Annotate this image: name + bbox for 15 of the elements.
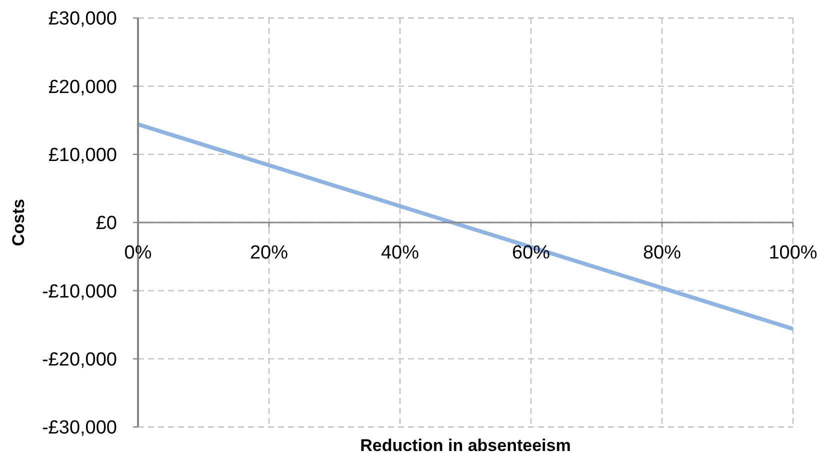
y-tick-label: £10,000 [48,145,117,166]
x-tick-label: 100% [768,242,818,263]
y-tick-label: £20,000 [48,76,117,98]
x-tick-label: 80% [642,242,682,263]
y-tick-label: £0 [96,213,117,234]
x-axis-title: Reduction in absenteeism [360,436,571,454]
x-tick-label: 60% [512,242,550,263]
y-tick-label: £30,000 [48,8,117,30]
x-tick-label: 40% [380,242,420,263]
y-tick-label: -£10,000 [42,281,117,302]
y-tick-label: -£30,000 [42,418,117,439]
y-tick-label: -£20,000 [42,350,117,371]
x-tick-label: 0% [124,242,152,263]
x-tick-label: 20% [250,242,288,263]
y-axis-title: Costs [8,198,28,246]
